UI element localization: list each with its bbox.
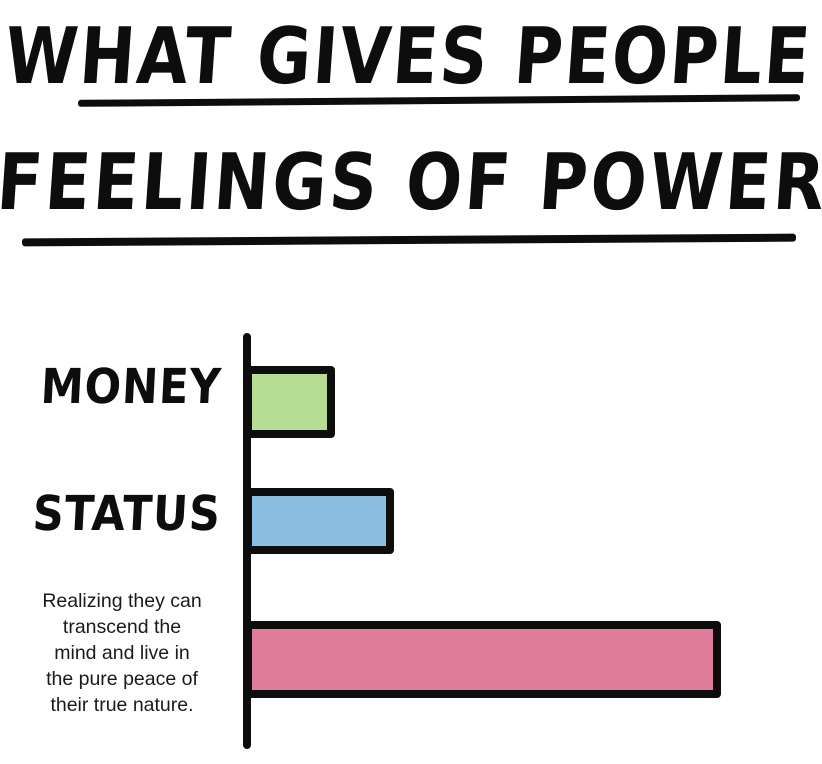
bar-label-transcend-line-3: mind and live in [54, 642, 190, 664]
bar-label-transcend-line-4: the pure peace of [46, 668, 198, 690]
bar-transcend [244, 621, 721, 698]
bar-label-money: MONEY [39, 359, 224, 416]
bar-label-transcend-line-5: their true nature. [50, 694, 194, 716]
bar-label-transcend-line-2: transcend the [62, 616, 182, 638]
bar-label-status: STATUS [31, 486, 223, 543]
bar-status [244, 488, 394, 554]
bar-label-transcend: Realizing they can transcend the mind an… [6, 588, 238, 718]
bar-money [244, 366, 335, 438]
bar-label-transcend-line-1: Realizing they can [42, 590, 202, 612]
